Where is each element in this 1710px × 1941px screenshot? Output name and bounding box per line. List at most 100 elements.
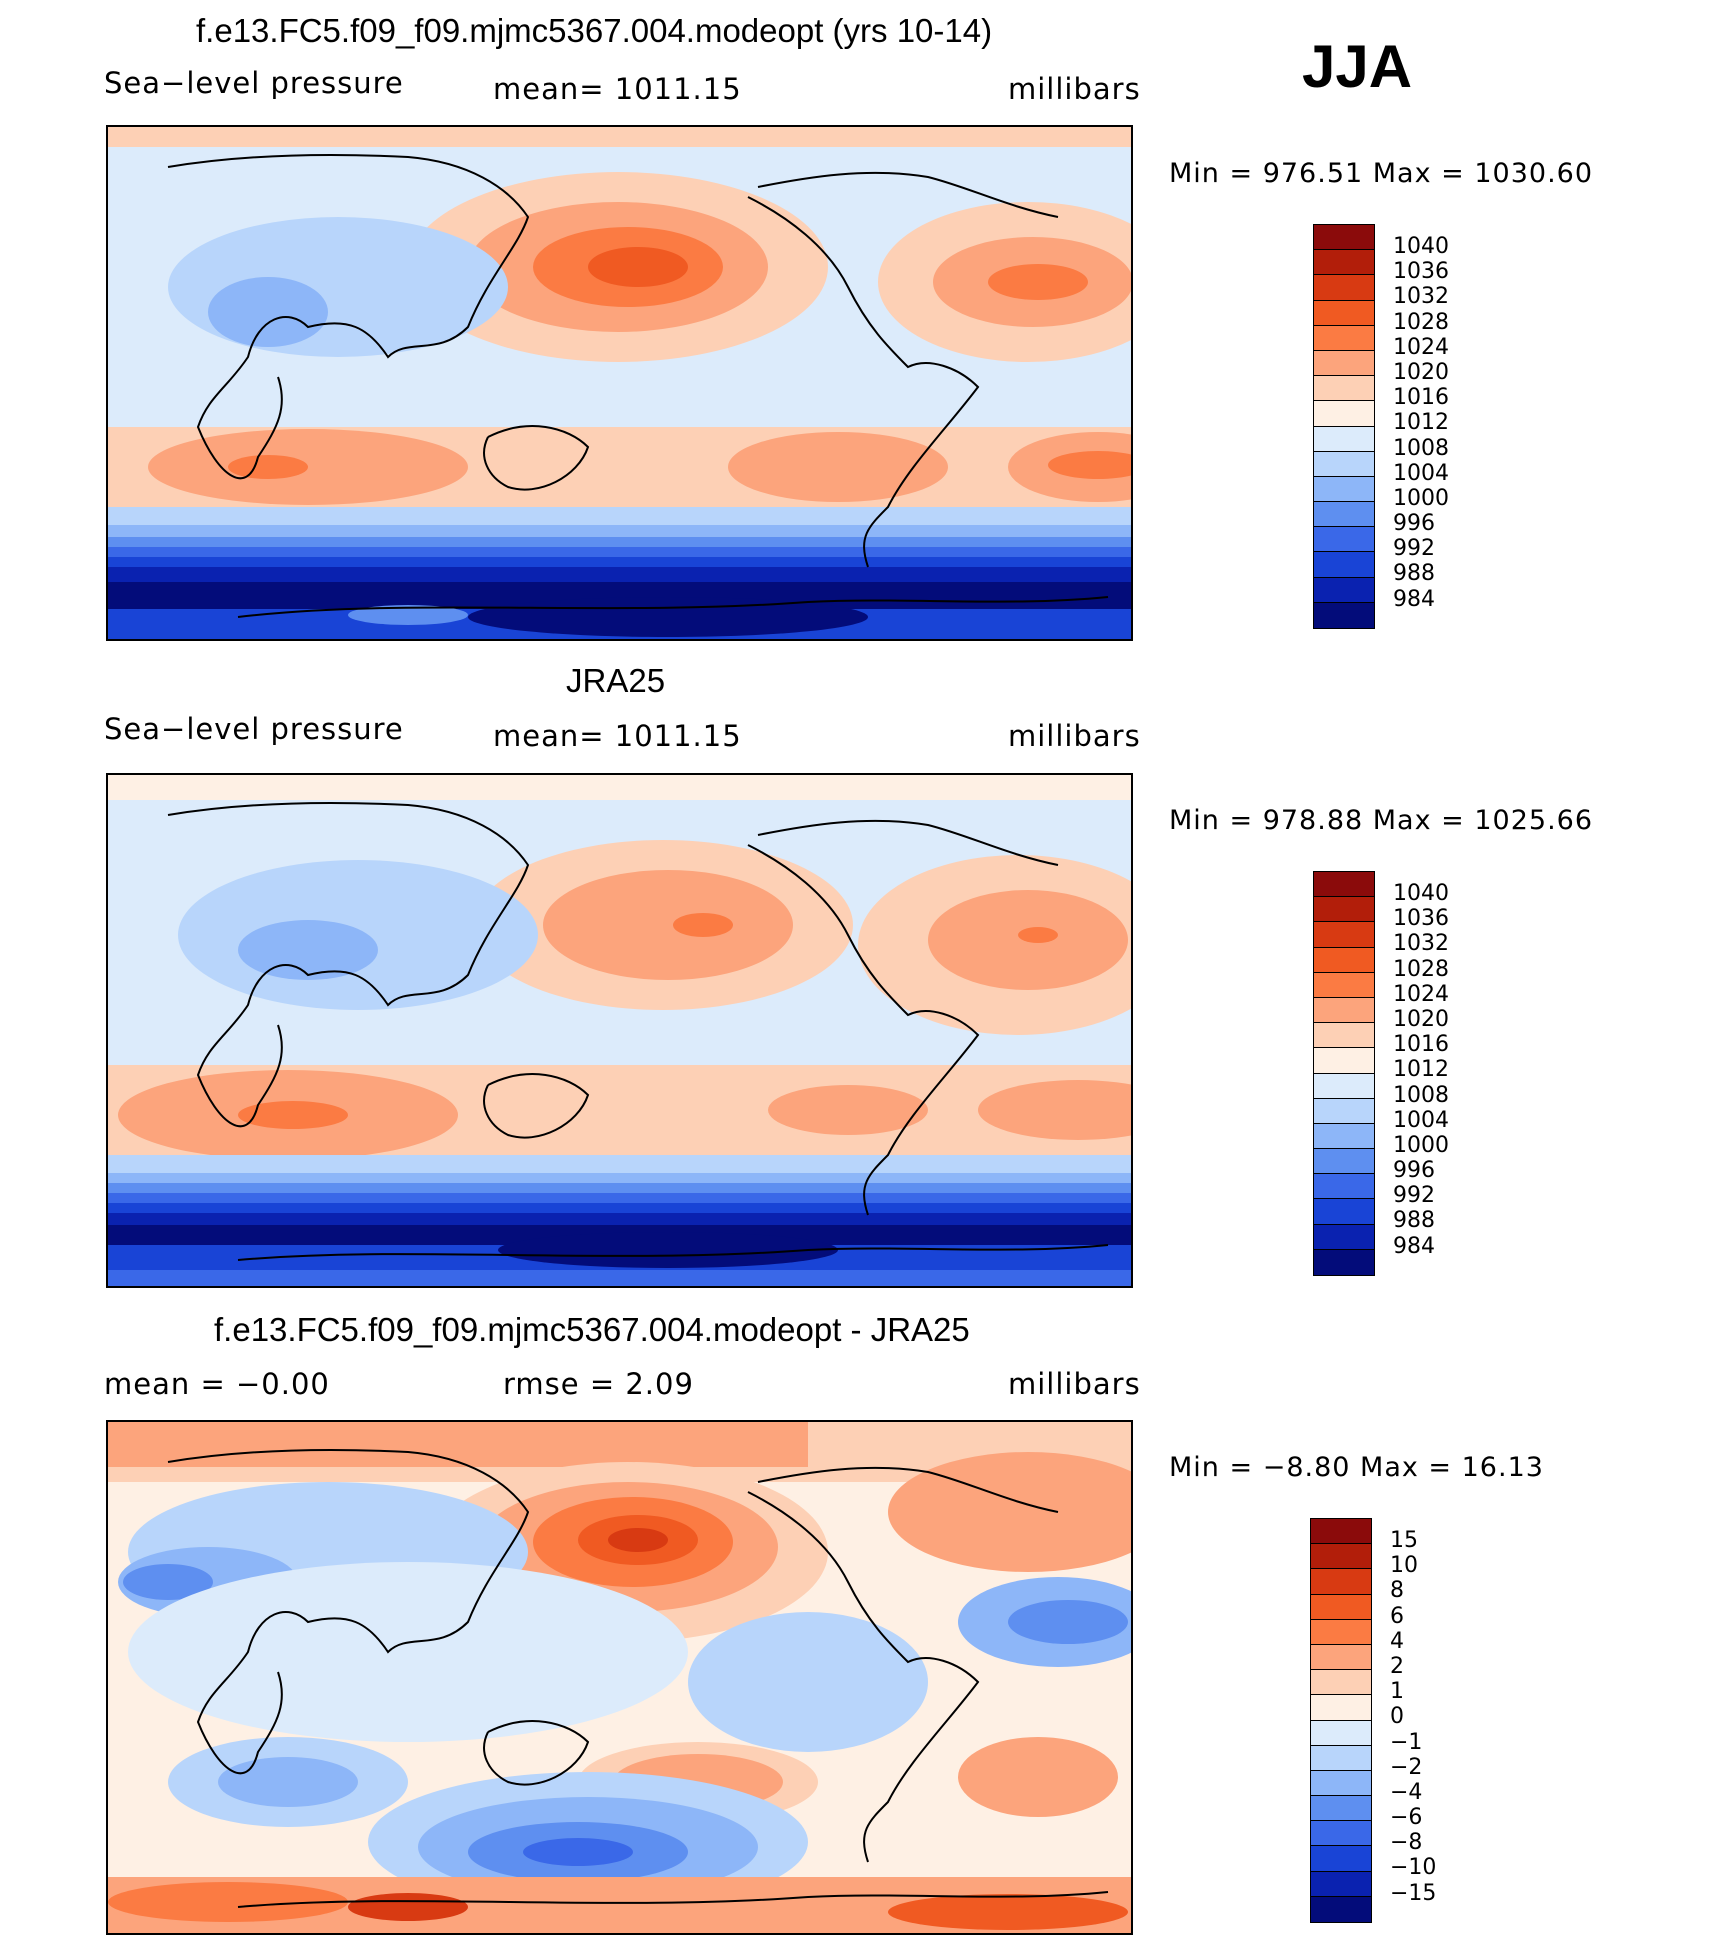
colorbar-label: 1004	[1393, 460, 1449, 486]
colorbar-swatch	[1314, 527, 1374, 553]
colorbar-label: 1024	[1393, 334, 1449, 360]
panel-3-rmse-label: rmse = 2.09	[503, 1367, 694, 1401]
colorbar-swatch	[1314, 250, 1374, 276]
panel-1-minmax: Min = 976.51 Max = 1030.60	[1169, 158, 1594, 189]
colorbar-label: −8	[1390, 1830, 1423, 1856]
colorbar-swatch	[1314, 451, 1374, 477]
panel-2-colorbar-labels: 1040 1036 1032 1028 1024 1020 1016 1012 1008 1004…	[1393, 883, 1473, 1263]
colorbar-swatch	[1314, 552, 1374, 578]
colorbar-swatch	[1311, 1846, 1371, 1872]
colorbar-swatch	[1314, 1199, 1374, 1225]
panel-1-colorbar	[1313, 224, 1375, 629]
panel-1-units-label: millibars	[1008, 72, 1141, 106]
colorbar-label: 992	[1393, 536, 1435, 562]
colorbar-swatch	[1311, 1519, 1371, 1545]
colorbar-label: 992	[1393, 1183, 1435, 1209]
panel-2-minmax: Min = 978.88 Max = 1025.66	[1169, 805, 1594, 836]
colorbar-swatch	[1314, 1174, 1374, 1200]
colorbar-swatch	[1311, 1745, 1371, 1771]
colorbar-label: 2	[1390, 1653, 1404, 1679]
colorbar-label: 996	[1393, 1158, 1435, 1184]
panel-2-title: JRA25	[566, 662, 666, 699]
colorbar-swatch	[1311, 1569, 1371, 1595]
colorbar-label: 1016	[1393, 385, 1449, 411]
panel-1-title: f.e13.FC5.f09_f09.mjmc5367.004.modeopt (…	[196, 12, 993, 49]
colorbar-label: 1004	[1393, 1107, 1449, 1133]
colorbar-swatch	[1314, 1149, 1374, 1175]
colorbar-swatch	[1314, 1224, 1374, 1250]
colorbar-swatch	[1314, 376, 1374, 402]
colorbar-swatch	[1314, 897, 1374, 923]
colorbar-swatch	[1314, 1249, 1374, 1275]
colorbar-swatch	[1311, 1594, 1371, 1620]
colorbar-swatch	[1314, 947, 1374, 973]
colorbar-swatch	[1314, 426, 1374, 452]
panel-3-minmax: Min = −8.80 Max = 16.13	[1169, 1452, 1544, 1483]
panel-2-units-label: millibars	[1008, 719, 1141, 753]
colorbar-label: 1040	[1393, 234, 1449, 259]
colorbar-label: 1012	[1393, 410, 1449, 436]
colorbar-label: −4	[1390, 1779, 1423, 1805]
colorbar-swatch	[1314, 275, 1374, 301]
colorbar-swatch	[1314, 577, 1374, 603]
panel-3-colorbar-cells	[1311, 1519, 1371, 1922]
colorbar-label: 15	[1390, 1528, 1418, 1553]
panel-3-colorbar-labels: 15 10 8 6 4 2 1 0 −1 −2 −4 −6 −8 −10 −15	[1390, 1530, 1480, 1910]
colorbar-swatch	[1311, 1619, 1371, 1645]
colorbar-label: 1012	[1393, 1057, 1449, 1083]
panel-3-map	[106, 1420, 1133, 1935]
colorbar-label: 1000	[1393, 485, 1449, 511]
colorbar-label: 6	[1390, 1603, 1404, 1629]
colorbar-swatch	[1314, 872, 1374, 898]
colorbar-label: 1	[1390, 1679, 1404, 1705]
colorbar-swatch	[1314, 1098, 1374, 1124]
colorbar-swatch	[1311, 1796, 1371, 1822]
colorbar-label: −1	[1390, 1729, 1423, 1755]
colorbar-swatch	[1314, 1023, 1374, 1049]
colorbar-swatch	[1314, 401, 1374, 427]
panel-1-map	[106, 125, 1133, 641]
panel-2-map	[106, 773, 1133, 1288]
colorbar-swatch	[1314, 476, 1374, 503]
colorbar-swatch	[1311, 1670, 1371, 1696]
colorbar-label: −6	[1390, 1805, 1423, 1831]
colorbar-label: 1016	[1393, 1032, 1449, 1058]
colorbar-label: 984	[1393, 586, 1435, 612]
colorbar-label: 1008	[1393, 435, 1449, 461]
colorbar-swatch	[1311, 1821, 1371, 1847]
colorbar-swatch	[1314, 325, 1374, 351]
colorbar-swatch	[1311, 1644, 1371, 1671]
colorbar-swatch	[1314, 1073, 1374, 1099]
colorbar-label: 8	[1390, 1578, 1404, 1604]
panel-3-title: f.e13.FC5.f09_f09.mjmc5367.004.modeopt -…	[214, 1311, 970, 1348]
panel-1-contour-plot	[108, 127, 1131, 639]
panel-1-mean-label: mean= 1011.15	[493, 72, 742, 106]
colorbar-label: 1036	[1393, 259, 1449, 285]
colorbar-swatch	[1314, 1123, 1374, 1150]
colorbar-label: 1020	[1393, 359, 1449, 385]
colorbar-swatch	[1314, 225, 1374, 251]
colorbar-label: 1000	[1393, 1132, 1449, 1158]
colorbar-swatch	[1314, 300, 1374, 326]
colorbar-swatch	[1311, 1896, 1371, 1922]
colorbar-label: 988	[1393, 1208, 1435, 1234]
colorbar-swatch	[1311, 1695, 1371, 1721]
season-label: JJA	[1302, 33, 1413, 100]
panel-2-colorbar-cells	[1314, 872, 1374, 1275]
colorbar-swatch	[1314, 350, 1374, 377]
colorbar-swatch	[1311, 1770, 1371, 1797]
colorbar-swatch	[1314, 922, 1374, 948]
panel-2-colorbar	[1313, 871, 1375, 1276]
panel-2-contour-plot	[108, 775, 1131, 1286]
colorbar-swatch	[1314, 972, 1374, 998]
panel-1-colorbar-cells	[1314, 225, 1374, 628]
panel-1-variable-label: Sea−level pressure	[104, 66, 404, 100]
colorbar-label: 988	[1393, 561, 1435, 587]
colorbar-label: −15	[1390, 1880, 1437, 1906]
panel-2-variable-label: Sea−level pressure	[104, 712, 404, 746]
panel-1-colorbar-labels: 1040 1036 1032 1028 1024 1020 1016 1012 1008 1004…	[1393, 236, 1473, 616]
colorbar-label: 996	[1393, 511, 1435, 537]
panel-3-mean-label: mean = −0.00	[104, 1367, 330, 1401]
colorbar-swatch	[1311, 1544, 1371, 1570]
colorbar-label: 1020	[1393, 1006, 1449, 1032]
